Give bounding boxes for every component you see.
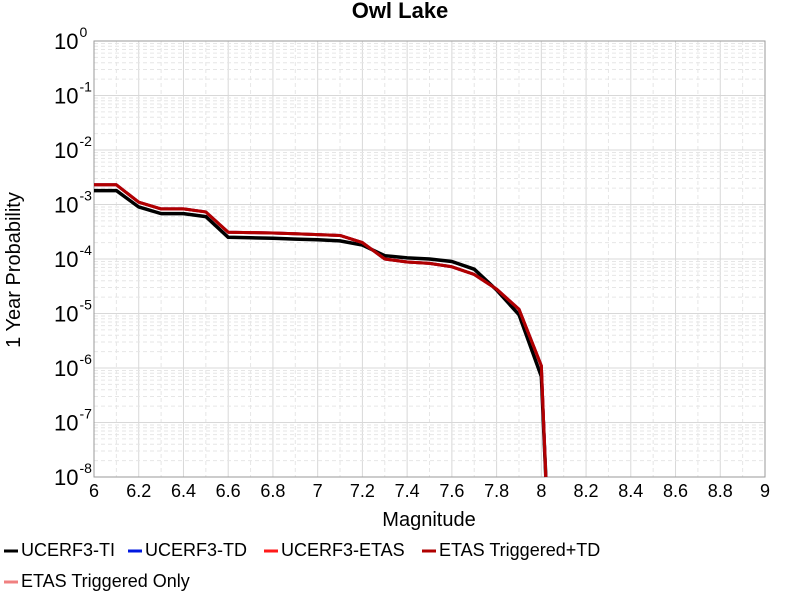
x-tick-label: 8 xyxy=(536,481,546,501)
y-tick-label: 10-5 xyxy=(54,297,92,327)
x-tick-label: 6.2 xyxy=(126,481,151,501)
y-tick-label: 10-2 xyxy=(54,133,92,163)
x-tick-labels: 6 6.2 6.4 6.6 6.8 7 7.2 7.4 7.6 7.8 8 8.2 8.4 8.6 8.8 9 xyxy=(89,481,770,501)
y-tick-label: 10-1 xyxy=(54,79,92,109)
y-tick-label: 10-7 xyxy=(54,406,92,436)
series-line-ucerf3-etas xyxy=(94,183,548,478)
x-tick-label: 8.2 xyxy=(574,481,599,501)
y-tick-label: 10-6 xyxy=(54,351,92,381)
y-tick-label: 100 xyxy=(54,24,87,54)
x-tick-label: 6 xyxy=(89,481,99,501)
y-axis-label: 1 Year Probability xyxy=(3,192,25,348)
x-tick-label: 7.2 xyxy=(350,481,375,501)
legend-label-etas-triggered-only: ETAS Triggered Only xyxy=(21,571,190,591)
x-tick-label: 9 xyxy=(760,481,770,501)
legend-label-ucerf3-td: UCERF3-TD xyxy=(145,540,247,560)
x-tick-label: 7.8 xyxy=(484,481,509,501)
legend-label-etas-triggered-td: ETAS Triggered+TD xyxy=(439,540,600,560)
series-line-ucerf3-ti xyxy=(94,188,548,478)
x-tick-label: 6.4 xyxy=(171,481,196,501)
x-axis-label: Magnitude xyxy=(382,509,475,531)
x-tick-label: 7.6 xyxy=(439,481,464,501)
y-tick-label: 10-3 xyxy=(54,188,92,218)
series-line-etas-triggered-td xyxy=(94,183,548,478)
legend-label-ucerf3-etas: UCERF3-ETAS xyxy=(281,540,405,560)
y-tick-label: 10-8 xyxy=(54,460,92,490)
x-tick-label: 7 xyxy=(313,481,323,501)
x-tick-label: 6.6 xyxy=(216,481,241,501)
series-line-ucerf3-td xyxy=(94,183,548,478)
x-tick-label: 8.8 xyxy=(708,481,733,501)
x-tick-label: 7.4 xyxy=(395,481,420,501)
chart-title: Owl Lake xyxy=(352,0,449,23)
x-tick-label: 6.8 xyxy=(260,481,285,501)
y-tick-label: 10-4 xyxy=(54,242,92,272)
legend-label-ucerf3-ti: UCERF3-TI xyxy=(21,540,115,560)
series-layer xyxy=(94,183,548,478)
y-tick-labels: 100 10-1 10-2 10-3 10-4 10-5 10-6 10-7 10-8 xyxy=(54,24,92,490)
plot-area-frame xyxy=(93,40,766,478)
x-tick-label: 8.4 xyxy=(618,481,643,501)
x-tick-label: 8.6 xyxy=(663,481,688,501)
legend: UCERF3-TI UCERF3-TD UCERF3-ETAS ETAS Trigge… xyxy=(4,540,600,591)
